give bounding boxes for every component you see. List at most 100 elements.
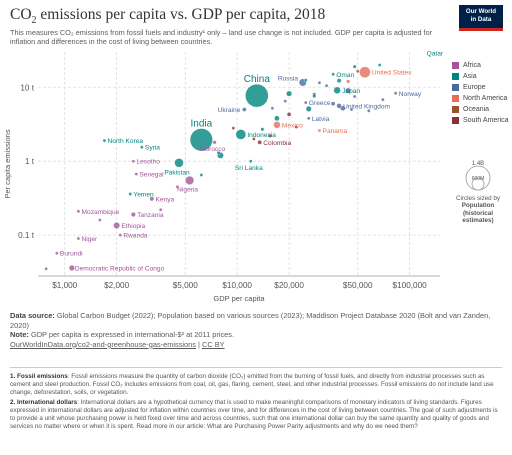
point-label: Morocco [200, 146, 226, 153]
point-label: Sri Lanka [235, 165, 263, 172]
data-point [131, 159, 136, 164]
data-point [76, 209, 81, 214]
data-point [304, 100, 308, 105]
data-point [274, 115, 280, 122]
data-point [260, 127, 265, 132]
data-point [242, 107, 247, 112]
legend-swatch [452, 95, 459, 102]
legend-item[interactable]: Asia [452, 71, 512, 82]
point-label: Nigeria [177, 187, 198, 194]
point-label: Senegal [139, 172, 164, 179]
data-point [174, 158, 184, 168]
point-label: Pakistan [164, 169, 190, 176]
point-label: Japan [342, 88, 360, 95]
data-point [286, 90, 293, 97]
data-point [317, 80, 322, 85]
data-point [76, 236, 81, 241]
data-point [113, 222, 121, 229]
data-point [270, 106, 275, 111]
legend-item[interactable]: South America [452, 115, 512, 126]
data-point [128, 192, 133, 196]
data-point [175, 185, 180, 189]
data-point [185, 175, 195, 185]
legend-item[interactable]: Oceania [452, 104, 512, 115]
data-point [324, 83, 329, 88]
legend-item[interactable]: Africa [452, 60, 512, 71]
legend-swatch [452, 106, 459, 113]
y-axis-label: Per capita emissions [3, 129, 12, 198]
point-label: India [191, 118, 213, 129]
data-point [68, 264, 75, 271]
data-point [377, 63, 382, 67]
point-label: Mozambique [82, 209, 120, 216]
x-tick-label: $2,000 [104, 281, 129, 290]
legend-item[interactable]: North America [452, 93, 512, 104]
point-label: North Korea [108, 138, 144, 145]
data-point [212, 140, 217, 145]
data-point [235, 129, 247, 140]
point-label: Burundi [60, 251, 83, 258]
point-label: Greece [309, 100, 331, 107]
point-label: Niger [81, 236, 98, 243]
data-point [268, 133, 272, 138]
data-point [393, 91, 398, 96]
data-point [55, 251, 59, 255]
owid-logo[interactable]: Our World in Data [459, 5, 503, 31]
point-label: Panama [323, 128, 348, 135]
data-point [345, 87, 352, 94]
size-legend-variable[interactable]: Population [461, 202, 495, 210]
point-label: Latvia [312, 116, 330, 123]
data-point [134, 172, 139, 176]
scatter-plot: $1,000 $2,000 $5,000 $10,000 $20,000 $50,000 $… [3, 50, 444, 303]
x-tick-label: $10,000 [222, 281, 252, 290]
point-label: Colombia [263, 140, 291, 147]
data-point [216, 150, 221, 155]
point-label: United Kingdom [343, 103, 390, 110]
data-point [352, 94, 357, 99]
data-point [359, 66, 371, 78]
point-label: Indonesia [247, 132, 276, 139]
legend-swatch [452, 117, 459, 124]
chart-title: CO2 emissions per capita vs. GDP per cap… [10, 6, 326, 27]
data-point [189, 128, 213, 152]
legend-item[interactable]: Europe [452, 82, 512, 93]
data-point [306, 116, 311, 121]
point-label: Russia [278, 76, 298, 83]
data-point [349, 107, 354, 112]
size-legend-max: 1.4B [472, 161, 484, 167]
footnotes: 1. Fossil emissions: Fossil emissions me… [10, 373, 498, 430]
legend-swatch [452, 62, 459, 69]
x-tick-label: $50,000 [343, 281, 373, 290]
legend-label: South America [463, 117, 509, 124]
point-label: Norway [399, 91, 422, 98]
y-tick-label: 1 t [25, 157, 35, 166]
legend-swatch [452, 84, 459, 91]
x-tick-label: $100,000 [393, 281, 428, 290]
size-legend-mid: 600M [472, 176, 485, 182]
point-label: Mexico [282, 122, 303, 129]
legend-label: North America [463, 95, 508, 102]
x-axis-label: GDP per capita [213, 294, 265, 303]
data-point [331, 72, 335, 77]
license-link[interactable]: CC BY [201, 339, 225, 349]
data-point [249, 159, 253, 164]
y-tick-label: 0.1 t [18, 231, 35, 240]
data-point [333, 86, 341, 94]
data-point [257, 139, 263, 145]
point-label: Ethiopia [121, 223, 145, 230]
point-label: Tanzania [137, 212, 164, 219]
data-point [346, 79, 351, 84]
source-link[interactable]: OurWorldInData.org/co2-and-greenhouse-ga… [10, 339, 196, 349]
chart-subtitle: This measures CO₂ emissions from fossil … [10, 28, 433, 47]
legend-label: Europe [463, 84, 486, 91]
x-tick-label: $5,000 [173, 281, 198, 290]
data-point [158, 208, 163, 212]
legend-label: Africa [463, 62, 481, 69]
data-point [355, 69, 360, 73]
data-point [286, 112, 292, 117]
size-legend: 1.4B 600M Circles sized by Population (h… [447, 158, 509, 225]
data-point [118, 233, 123, 237]
legend-label: Oceania [463, 106, 490, 113]
data-point [294, 125, 299, 129]
data-point [98, 218, 102, 222]
